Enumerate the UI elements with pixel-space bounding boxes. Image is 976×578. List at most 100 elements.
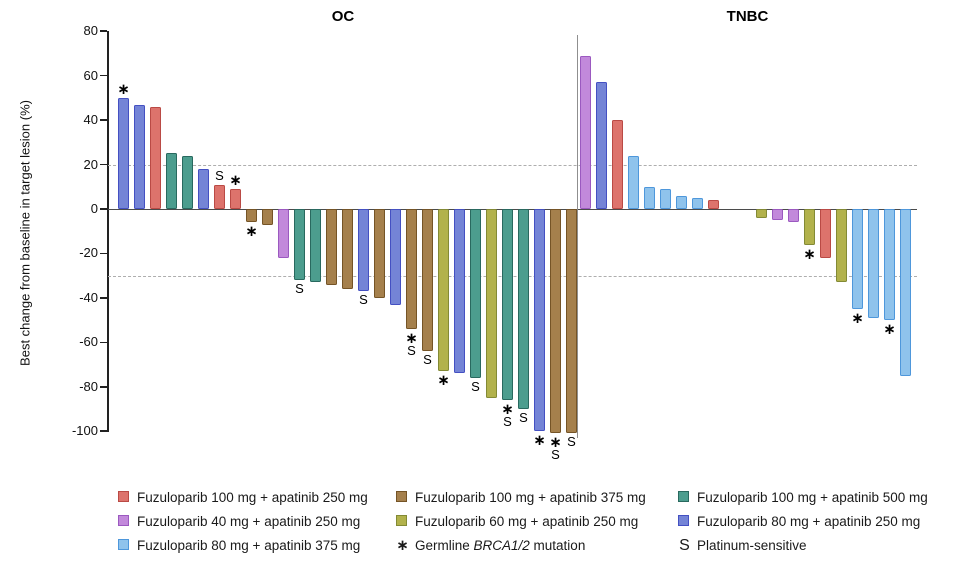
bar [422, 209, 433, 352]
y-tick-mark [100, 297, 107, 299]
y-tick-mark [100, 341, 107, 344]
panel-title-oc: OC [331, 8, 355, 25]
panel-divider-line [577, 35, 579, 438]
bar [628, 155, 639, 209]
brca-mutation-asterisk: ∗ [883, 320, 896, 339]
y-tick-label: 80 [83, 23, 98, 39]
bar [166, 153, 177, 209]
brca-mutation-asterisk: ∗ [549, 433, 562, 452]
bar [486, 209, 497, 398]
reference-line-plus20 [108, 164, 917, 166]
bar [230, 189, 241, 209]
legend-color-swatch [396, 515, 407, 526]
bar [756, 209, 767, 218]
y-tick-label: -80 [79, 378, 98, 394]
y-tick-mark [100, 386, 107, 388]
bar [788, 209, 799, 223]
bar [326, 209, 337, 285]
brca-mutation-asterisk: ∗ [117, 79, 130, 98]
platinum-sensitive-s: S [423, 352, 432, 368]
bar [438, 209, 449, 372]
y-tick-mark [100, 208, 107, 210]
platinum-sensitive-s: S [295, 281, 304, 297]
y-tick-label: 40 [83, 112, 98, 128]
bar [262, 209, 273, 225]
legend-color-swatch [396, 491, 407, 502]
bar [868, 209, 879, 318]
y-tick-mark [100, 163, 107, 166]
bar [852, 209, 863, 309]
bar [566, 209, 577, 434]
y-tick-mark [100, 119, 107, 121]
bar [692, 197, 703, 209]
brca-mutation-asterisk: ∗ [851, 309, 864, 327]
bar [246, 209, 257, 223]
y-tick-label: -100 [71, 423, 98, 439]
brca-mutation-asterisk: ∗ [803, 244, 816, 263]
bar [278, 209, 289, 258]
legend-label: Fuzuloparib 80 mg + apatinib 375 mg [137, 538, 361, 553]
platinum-sensitive-s: S [551, 447, 560, 463]
legend-label: Germline BRCA1/2 mutation [415, 538, 586, 553]
bar [900, 209, 911, 376]
bar [550, 209, 561, 434]
brca-mutation-asterisk: ∗ [245, 222, 258, 241]
bar [772, 209, 783, 221]
platinum-sensitive-s: S [519, 410, 528, 425]
legend-color-swatch [118, 515, 129, 526]
legend-asterisk-symbol: ∗ [396, 536, 409, 554]
legend-label: Fuzuloparib 100 mg + apatinib 500 mg [697, 490, 928, 505]
bar [502, 209, 513, 401]
y-axis-line [107, 31, 109, 432]
platinum-sensitive-s: S [471, 378, 480, 394]
legend-label: Fuzuloparib 80 mg + apatinib 250 mg [697, 514, 921, 529]
legend-label: Platinum-sensitive [697, 538, 807, 553]
bar [182, 155, 193, 209]
y-axis-title: Best change from baseline in target lesi… [17, 100, 33, 366]
legend-color-swatch [118, 491, 129, 502]
bar [612, 120, 623, 209]
legend-color-swatch [118, 539, 129, 550]
bar [676, 195, 687, 209]
bar [820, 209, 831, 258]
bar [406, 209, 417, 329]
legend-s-symbol: S [679, 537, 690, 554]
platinum-sensitive-s: S [407, 343, 416, 358]
platinum-sensitive-s: S [567, 434, 576, 450]
bar [198, 169, 209, 209]
brca-mutation-asterisk: ∗ [437, 371, 450, 390]
bar [580, 55, 591, 209]
bar [596, 82, 607, 209]
bar [884, 209, 895, 321]
bar [310, 209, 321, 283]
bar [374, 209, 385, 298]
y-tick-label: 0 [90, 201, 98, 216]
y-tick-label: 60 [83, 67, 98, 83]
bar [358, 209, 369, 292]
bar [804, 209, 815, 245]
panel-title-tnbc: TNBC [726, 8, 769, 25]
legend-label: Fuzuloparib 40 mg + apatinib 250 mg [137, 514, 361, 529]
brca-mutation-asterisk: ∗ [501, 400, 514, 419]
y-tick-label: -20 [79, 245, 98, 261]
brca-mutation-asterisk: ∗ [405, 329, 418, 347]
bar [150, 106, 161, 209]
bar [836, 209, 847, 283]
bar [134, 104, 145, 209]
bar [708, 200, 719, 209]
y-tick-label: -40 [79, 289, 98, 305]
bar [118, 97, 129, 209]
legend-color-swatch [678, 515, 689, 526]
bar [644, 186, 655, 209]
bar [390, 209, 401, 305]
legend-label: Fuzuloparib 60 mg + apatinib 250 mg [415, 514, 639, 529]
y-tick-label: 20 [83, 156, 98, 172]
y-tick-mark [100, 30, 107, 32]
bar [342, 209, 353, 289]
platinum-sensitive-s: S [359, 292, 368, 308]
y-tick-label: -60 [79, 334, 98, 350]
bar [660, 189, 671, 209]
legend-label: Fuzuloparib 100 mg + apatinib 375 mg [415, 490, 646, 505]
bar [518, 209, 529, 409]
